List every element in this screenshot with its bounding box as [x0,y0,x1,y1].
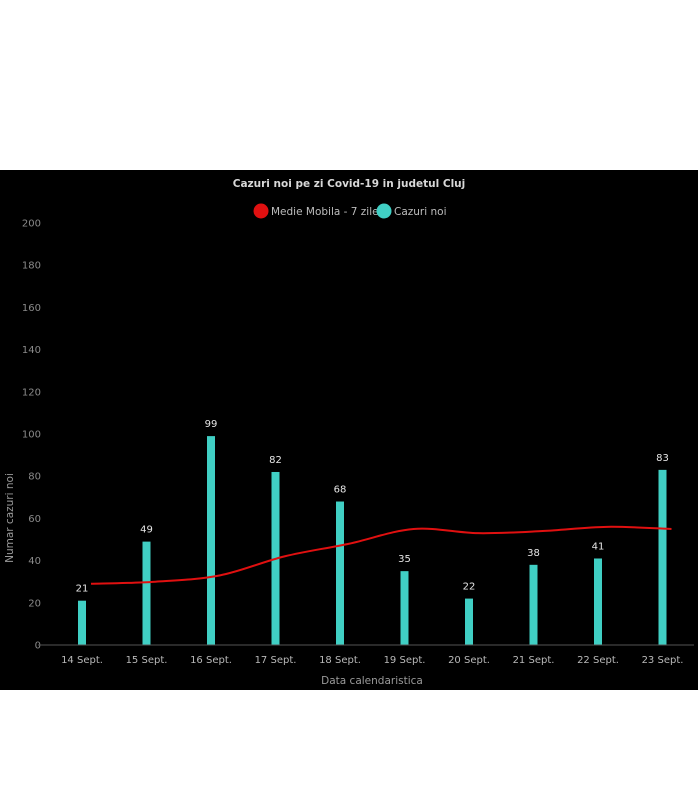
y-tick-label: 200 [22,219,41,230]
bar-series [78,436,667,645]
bar[interactable] [658,469,667,645]
bar[interactable] [142,541,151,645]
x-axis-title: Data calendaristica [321,675,423,687]
y-tick-label: 80 [28,472,41,483]
y-tick-label: 0 [35,641,41,652]
x-tick-label: 21 Sept. [513,655,555,666]
bar-value-label: 82 [269,455,282,466]
legend-marker-new-cases [376,203,392,219]
moving-average-line[interactable] [90,525,672,585]
y-tick-label: 140 [22,345,41,356]
chart-svg: Cazuri noi pe zi Covid-19 in judetul Clu… [4,178,694,687]
bar[interactable] [529,564,538,645]
line-series [90,525,672,585]
y-tick-label: 40 [28,556,41,567]
bar-value-label: 68 [334,485,347,496]
y-tick-label: 60 [28,514,41,525]
chart-panel: Cazuri noi pe zi Covid-19 in judetul Clu… [0,170,698,690]
bar[interactable] [336,501,344,645]
legend-marker-moving-average [253,203,269,219]
bar-value-label: 49 [140,525,153,536]
x-axis-ticks: 14 Sept. 15 Sept. 16 Sept. 17 Sept. 18 Sept.… [61,655,683,666]
bar-value-label: 38 [527,548,540,559]
x-tick-label: 23 Sept. [642,655,684,666]
y-tick-label: 160 [22,303,41,314]
x-tick-label: 22 Sept. [577,655,619,666]
x-tick-label: 18 Sept. [319,655,361,666]
y-axis-title: Numar cazuri noi [4,473,16,563]
chart-title: Cazuri noi pe zi Covid-19 in judetul Clu… [233,178,466,190]
x-tick-label: 17 Sept. [255,655,297,666]
bar[interactable] [400,571,409,645]
bar[interactable] [465,598,473,645]
y-tick-label: 20 [28,598,41,609]
bar-value-label: 41 [592,541,605,552]
y-tick-label: 120 [22,387,41,398]
x-tick-label: 19 Sept. [384,655,426,666]
legend[interactable]: Medie Mobila - 7 zile Cazuri noi [253,203,447,219]
bar-value-label: 83 [656,453,669,464]
y-tick-label: 180 [22,261,41,272]
legend-label-moving-average: Medie Mobila - 7 zile [271,206,379,218]
bar[interactable] [78,600,86,645]
x-tick-label: 15 Sept. [126,655,168,666]
bar-value-label: 99 [205,419,218,430]
y-tick-label: 100 [22,430,41,441]
legend-label-new-cases: Cazuri noi [394,206,447,218]
data-labels: 21 49 99 82 68 35 22 38 41 83 [76,419,669,595]
y-axis-ticks: 0 20 40 60 80 100 120 140 160 180 200 [22,219,41,652]
bar-value-label: 21 [76,584,89,595]
bar-value-label: 22 [463,582,476,593]
x-tick-label: 16 Sept. [190,655,232,666]
bar[interactable] [594,558,602,645]
x-tick-label: 14 Sept. [61,655,103,666]
bar[interactable] [207,436,215,645]
x-tick-label: 20 Sept. [448,655,490,666]
bar-value-label: 35 [398,554,411,565]
